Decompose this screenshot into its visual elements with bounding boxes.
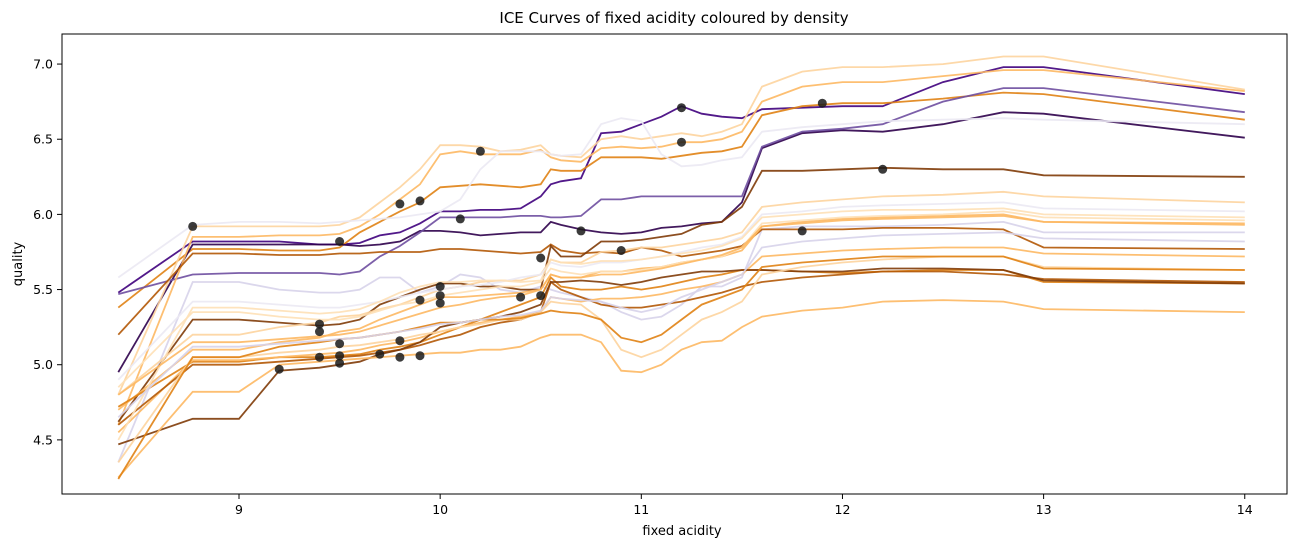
- observation-point-15: [415, 295, 425, 305]
- ice-curve-18: [118, 267, 1245, 446]
- observation-point-19: [435, 298, 445, 308]
- ice-curve-19: [117, 299, 1245, 479]
- observation-point-13: [395, 352, 405, 362]
- observation-point-21: [475, 146, 485, 156]
- y-tick-label-1: 4.5: [33, 432, 53, 447]
- x-tick-label-1: 9: [235, 502, 243, 517]
- ice-curve-24: [117, 214, 1245, 396]
- y-axis-ticks: 4.5 5.0 5.5 6.0 6.5 7.0: [33, 57, 62, 447]
- observation-point-17: [435, 282, 445, 291]
- ice-curve-7: [117, 69, 1245, 426]
- observation-point-6: [335, 237, 345, 246]
- ice-curves: [117, 55, 1245, 480]
- observation-point-29: [797, 226, 807, 236]
- observation-point-1: [188, 221, 198, 231]
- y-tick-label-5: 6.5: [33, 132, 53, 147]
- ice-curve-2: [117, 66, 1245, 294]
- observation-point-31: [878, 164, 888, 174]
- x-tick-label-2: 10: [432, 502, 448, 517]
- observation-point-30: [817, 98, 827, 108]
- y-axis-label: quality: [11, 241, 26, 286]
- x-axis-ticks: 9 10 11 12 13 14: [235, 494, 1253, 517]
- x-tick-label-6: 14: [1237, 502, 1253, 517]
- observation-point-10: [375, 349, 385, 359]
- y-tick-label-6: 7.0: [33, 57, 53, 72]
- chart-title: ICE Curves of fixed acidity coloured by …: [499, 9, 848, 27]
- observation-point-5: [315, 352, 324, 362]
- x-tick-label-3: 11: [633, 502, 649, 517]
- observation-point-26: [616, 246, 626, 255]
- observation-point-25: [576, 226, 586, 236]
- observation-point-23: [536, 253, 546, 263]
- observation-point-28: [677, 137, 686, 147]
- observation-point-4: [315, 327, 324, 337]
- ice-curve-15: [117, 210, 1245, 388]
- observation-point-14: [415, 196, 425, 206]
- observation-point-11: [395, 199, 405, 209]
- ice-curve-10: [117, 166, 1245, 423]
- observation-point-7: [335, 339, 345, 349]
- x-tick-label-5: 13: [1036, 502, 1052, 517]
- x-tick-label-4: 12: [835, 502, 851, 517]
- observation-point-27: [677, 103, 686, 113]
- ice-curve-9: [117, 227, 1245, 336]
- ice-curve-23: [117, 231, 1245, 418]
- observation-points: [188, 98, 888, 374]
- ice-curve-17: [117, 270, 1245, 426]
- ice-curve-4: [117, 111, 1245, 373]
- ice-curve-20: [117, 255, 1245, 463]
- observation-point-2: [274, 364, 284, 374]
- ice-curve-3: [117, 91, 1245, 309]
- observation-point-16: [415, 351, 425, 361]
- ice-curve-22: [117, 207, 1245, 441]
- ice-curve-5: [118, 87, 1245, 295]
- y-tick-label-4: 6.0: [33, 207, 53, 222]
- observation-point-8: [335, 351, 345, 361]
- observation-point-24: [536, 291, 546, 301]
- observation-point-3: [315, 319, 324, 329]
- y-tick-label-2: 5.0: [33, 357, 53, 372]
- observation-point-22: [516, 292, 526, 302]
- observation-point-20: [455, 214, 465, 224]
- plot-frame: [61, 33, 1288, 495]
- observation-point-12: [395, 336, 405, 346]
- ice-curve-14: [117, 201, 1245, 381]
- x-axis-label: fixed acidity: [642, 524, 722, 539]
- y-tick-label-3: 5.5: [33, 282, 53, 297]
- observation-point-9: [335, 358, 345, 368]
- ice-curve-8: [117, 117, 1245, 279]
- observation-point-18: [435, 291, 445, 301]
- ice-curve-1: [117, 220, 1245, 463]
